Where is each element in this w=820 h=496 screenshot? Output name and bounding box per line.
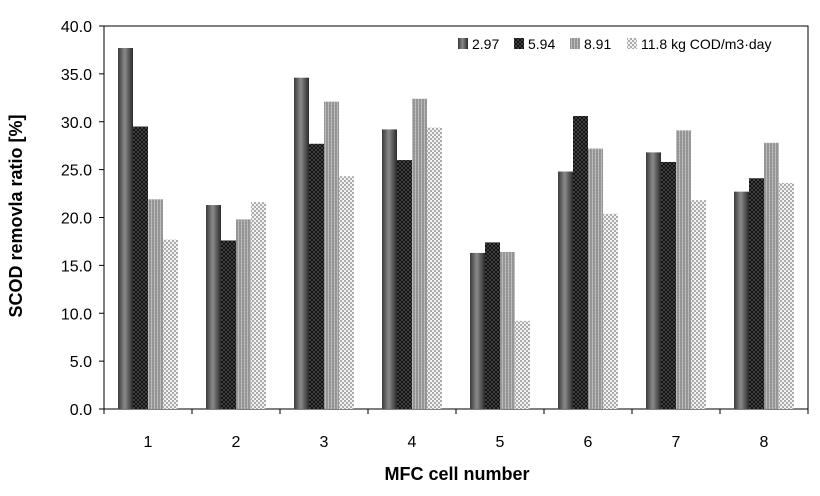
bar-2-cat-5 [485, 242, 500, 409]
bar-4-cat-7 [691, 200, 706, 409]
bar-1-cat-4 [382, 129, 397, 409]
y-tick-label: 10.0 [61, 306, 92, 323]
bar-1-cat-5 [470, 252, 485, 409]
x-tick-label: 8 [760, 434, 769, 451]
bar-4-cat-6 [603, 213, 618, 409]
bar-1-cat-7 [646, 152, 661, 409]
legend-swatch [570, 38, 580, 49]
legend-swatch [627, 38, 637, 49]
axes [99, 25, 809, 414]
bar-1-cat-3 [294, 77, 309, 409]
bar-3-cat-5 [500, 251, 515, 409]
bar-4-cat-4 [427, 127, 442, 410]
legend-swatch [514, 38, 524, 49]
bar-2-cat-7 [661, 161, 676, 409]
x-tick-label: 3 [320, 434, 329, 451]
y-tick-label: 40.0 [61, 19, 92, 36]
y-tick-label: 5.0 [70, 354, 92, 371]
bar-3-cat-8 [764, 142, 779, 409]
x-tick-label: 5 [496, 434, 505, 451]
legend: 2.97 5.94 8.91 11.8 kg COD/m3·day [458, 36, 771, 52]
legend-label: 2.97 [472, 36, 499, 52]
bars [118, 48, 794, 410]
y-tick-label: 20.0 [61, 211, 92, 228]
y-tick-label: 15.0 [61, 258, 92, 275]
bar-2-cat-6 [573, 116, 588, 409]
x-tick-label: 1 [144, 434, 153, 451]
bar-2-cat-8 [749, 178, 764, 409]
bar-1-cat-8 [734, 191, 749, 409]
bar-3-cat-3 [324, 101, 339, 409]
bar-1-cat-2 [206, 205, 221, 409]
y-tick-label: 30.0 [61, 115, 92, 132]
bar-3-cat-4 [412, 98, 427, 410]
y-tick-label: 25.0 [61, 163, 92, 180]
bar-3-cat-7 [676, 130, 691, 409]
y-tick-label: 35.0 [61, 67, 92, 84]
bar-4-cat-1 [163, 239, 178, 409]
bar-3-cat-1 [148, 199, 163, 409]
x-tick-label: 2 [232, 434, 241, 451]
x-tick-label: 6 [584, 434, 593, 451]
x-axis-title: MFC cell number [384, 464, 529, 484]
y-tick-label: 0.0 [70, 402, 92, 419]
bar-4-cat-2 [251, 202, 266, 409]
bar-4-cat-3 [339, 176, 354, 409]
y-axis-title: SCOD removla ratio [%] [6, 114, 26, 317]
x-tick-label: 4 [408, 434, 417, 451]
bar-4-cat-8 [779, 183, 794, 409]
bar-4-cat-5 [515, 320, 530, 409]
legend-label: 8.91 [584, 36, 611, 52]
legend-swatch [458, 38, 468, 49]
tick-labels: 0.0 5.0 10.0 15.0 20.0 25.0 30.0 35.0 40.0 1 2 3 4 5 6… [61, 19, 769, 451]
x-tick-label: 7 [672, 434, 681, 451]
bar-2-cat-2 [221, 240, 236, 409]
bar-2-cat-3 [309, 143, 324, 409]
bar-2-cat-1 [133, 126, 148, 409]
legend-label: 5.94 [528, 36, 555, 52]
bar-1-cat-6 [558, 171, 573, 409]
bar-3-cat-6 [588, 148, 603, 409]
legend-label: 11.8 kg COD/m3·day [641, 36, 771, 52]
bar-2-cat-4 [397, 160, 412, 409]
bar-1-cat-1 [118, 48, 133, 410]
bar-3-cat-2 [236, 219, 251, 409]
